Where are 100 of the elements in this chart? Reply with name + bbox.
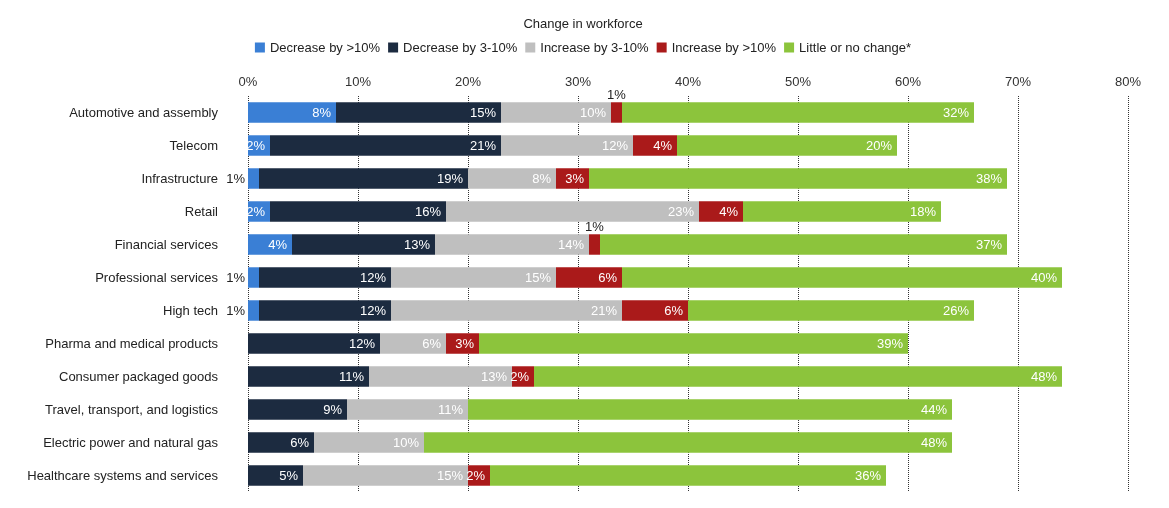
data-label: 11% — [338, 369, 365, 384]
bar — [259, 168, 468, 189]
data-label: 12% — [601, 138, 629, 153]
legend-label: Decrease by >10% — [269, 40, 381, 55]
data-label: 38% — [975, 171, 1003, 186]
bar — [479, 333, 908, 354]
bar — [391, 267, 556, 288]
data-label: 26% — [942, 303, 970, 318]
data-label: 12% — [359, 270, 387, 285]
bar — [743, 201, 941, 222]
bar — [435, 234, 589, 255]
x-tick-label: 40% — [674, 74, 702, 89]
bar — [556, 267, 622, 288]
bar — [633, 135, 677, 156]
data-label: 6% — [664, 303, 684, 318]
data-label: 21% — [590, 303, 618, 318]
y-tick-label: Automotive and assembly — [69, 105, 219, 120]
bar — [501, 102, 611, 123]
data-label: 8% — [532, 171, 552, 186]
chart-title: Change in workforce — [523, 16, 643, 31]
data-label: 37% — [975, 237, 1003, 252]
x-tick-label: 10% — [344, 74, 372, 89]
x-tick-label: 80% — [1114, 74, 1142, 89]
data-label: 15% — [524, 270, 552, 285]
data-label: 4% — [719, 204, 739, 219]
x-tick-label: 60% — [894, 74, 922, 89]
bar — [391, 300, 622, 321]
data-label: 19% — [436, 171, 464, 186]
data-label: 12% — [348, 336, 376, 351]
data-label: 1% — [226, 171, 246, 186]
y-tick-label: Professional services — [95, 270, 219, 285]
bar — [600, 234, 1007, 255]
data-label: 4% — [268, 237, 288, 252]
bar — [380, 333, 446, 354]
bar — [248, 399, 347, 420]
bar — [270, 201, 446, 222]
data-label: 5% — [279, 468, 299, 483]
data-label: 20% — [865, 138, 893, 153]
bar — [677, 135, 897, 156]
data-label: 18% — [909, 204, 937, 219]
legend-label: Increase by 3-10% — [540, 40, 650, 55]
x-tick-label: 20% — [454, 74, 482, 89]
x-tick-label: 30% — [564, 74, 592, 89]
data-label: 10% — [579, 105, 607, 120]
bar — [248, 366, 369, 387]
bar — [270, 135, 501, 156]
data-label: 23% — [667, 204, 695, 219]
data-label: 8% — [312, 105, 332, 120]
bar — [622, 102, 974, 123]
data-label: 3% — [565, 171, 585, 186]
bar — [248, 432, 314, 453]
bar — [468, 399, 952, 420]
bar — [248, 267, 259, 288]
bar — [248, 300, 259, 321]
bar — [248, 102, 336, 123]
data-label: 4% — [653, 138, 673, 153]
bar — [292, 234, 435, 255]
bar — [490, 465, 886, 486]
data-label: 3% — [455, 336, 475, 351]
legend-label: Decrease by 3-10% — [403, 40, 518, 55]
data-label: 14% — [557, 237, 585, 252]
data-label: 1% — [226, 303, 246, 318]
x-tick-label: 70% — [1004, 74, 1032, 89]
data-label: 1% — [585, 219, 605, 235]
bar — [248, 168, 259, 189]
bar — [699, 201, 743, 222]
data-label: 15% — [469, 105, 497, 120]
bar — [534, 366, 1062, 387]
bar — [248, 234, 292, 255]
data-label: 11% — [437, 402, 464, 417]
bar — [501, 135, 633, 156]
bar — [336, 102, 501, 123]
bar — [688, 300, 974, 321]
y-tick-label: Consumer packaged goods — [59, 369, 219, 384]
y-tick-label: Telecom — [169, 138, 218, 153]
data-label: 13% — [403, 237, 431, 252]
data-label: 6% — [422, 336, 442, 351]
data-label: 6% — [290, 435, 310, 450]
bar — [424, 432, 952, 453]
bar — [347, 399, 468, 420]
data-label: 6% — [598, 270, 618, 285]
y-tick-label: Financial services — [114, 237, 219, 252]
data-label: 44% — [920, 402, 948, 417]
bar — [622, 300, 688, 321]
bar — [303, 465, 468, 486]
data-label: 40% — [1030, 270, 1058, 285]
data-label: 16% — [414, 204, 442, 219]
bar — [589, 234, 600, 255]
data-label: 39% — [876, 336, 904, 351]
bar — [259, 267, 391, 288]
x-tick-label: 0% — [238, 74, 258, 89]
y-tick-label: Travel, transport, and logistics — [45, 402, 219, 417]
y-tick-label: Healthcare systems and services — [27, 468, 219, 483]
bar — [622, 267, 1062, 288]
legend-label: Little or no change* — [799, 40, 912, 55]
y-tick-label: High tech — [163, 303, 218, 318]
legend-label: Increase by >10% — [671, 40, 777, 55]
data-label: 10% — [392, 435, 420, 450]
data-label: 32% — [942, 105, 970, 120]
x-tick-label: 50% — [784, 74, 812, 89]
